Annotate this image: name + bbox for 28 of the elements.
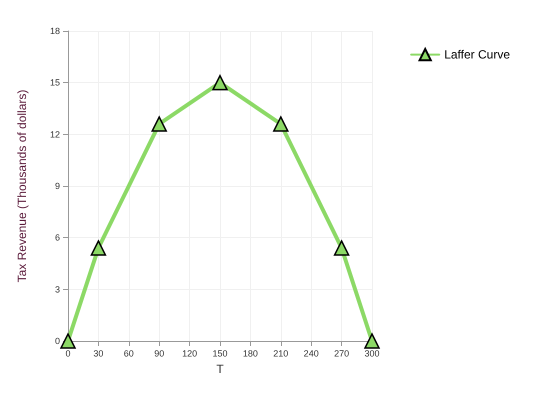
x-tick-label: 30 bbox=[93, 348, 104, 358]
x-tick-label: 210 bbox=[273, 348, 288, 358]
point bbox=[60, 333, 76, 349]
x-tick-label: 150 bbox=[212, 348, 228, 358]
y-tick-label: 0 bbox=[54, 336, 60, 346]
x-tick-label: 240 bbox=[304, 348, 319, 358]
point bbox=[364, 333, 380, 349]
x-tick-label: 90 bbox=[154, 348, 164, 358]
y-tick-label: 9 bbox=[54, 181, 60, 191]
y-tick-label: 6 bbox=[54, 232, 60, 243]
point bbox=[90, 240, 106, 256]
x-tick-label: 270 bbox=[334, 348, 350, 358]
point bbox=[212, 74, 228, 90]
y-tick-label: 15 bbox=[50, 78, 60, 88]
y-axis-title: Tax Revenue (Thousands of dollars) bbox=[15, 90, 29, 282]
x-axis-title: T bbox=[216, 362, 224, 376]
x-tick-label: 300 bbox=[364, 348, 380, 358]
point bbox=[334, 240, 350, 256]
x-tick-label: 120 bbox=[182, 348, 198, 358]
y-tick-label: 3 bbox=[54, 284, 60, 294]
x-tick-label: 180 bbox=[242, 348, 258, 358]
point bbox=[151, 116, 167, 132]
x-tick-label: 60 bbox=[124, 348, 134, 358]
y-tick-label: 12 bbox=[50, 129, 60, 140]
point bbox=[273, 116, 289, 132]
x-tick-label: 0 bbox=[65, 348, 71, 358]
legend-label: Laffer Curve bbox=[444, 48, 510, 62]
y-tick-label: 18 bbox=[50, 26, 60, 36]
